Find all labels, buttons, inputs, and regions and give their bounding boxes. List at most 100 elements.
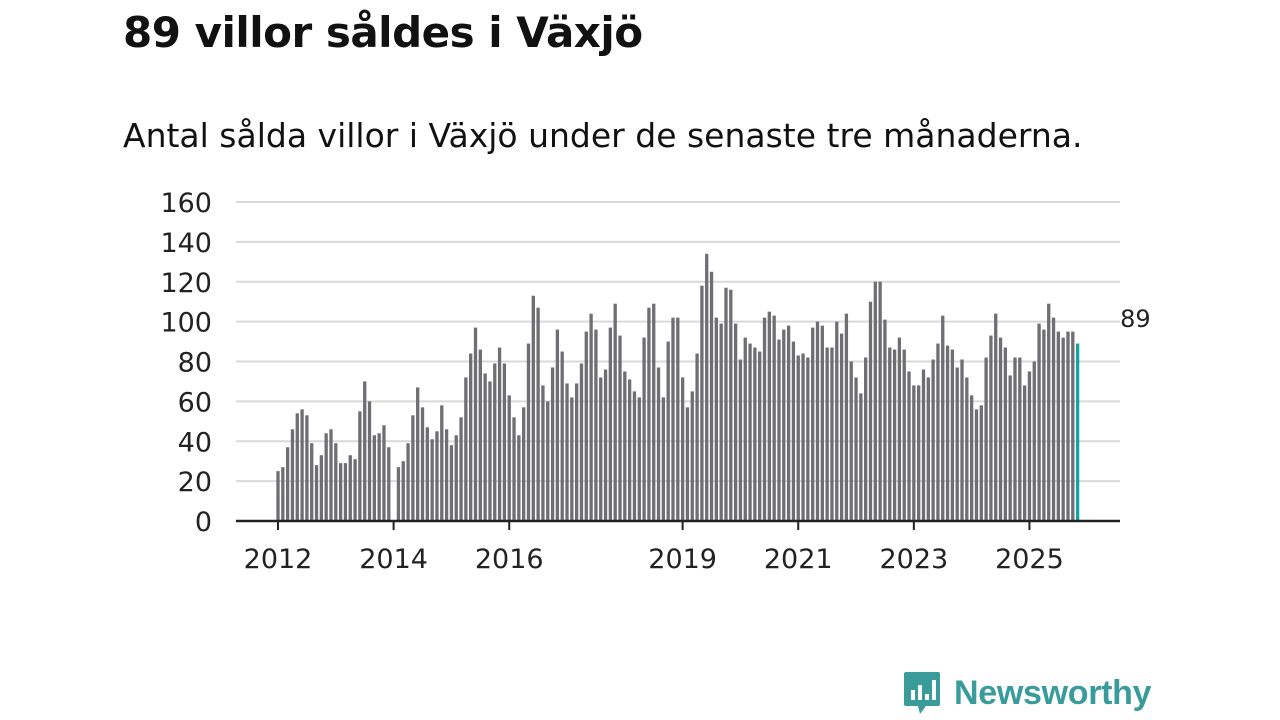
bar bbox=[859, 393, 863, 521]
y-tick-label: 160 bbox=[160, 188, 212, 219]
bar-latest bbox=[1075, 343, 1080, 521]
bar bbox=[950, 349, 955, 521]
bar bbox=[994, 313, 998, 521]
bar bbox=[642, 337, 646, 521]
bar bbox=[941, 315, 945, 521]
bar bbox=[372, 435, 376, 521]
bar bbox=[570, 397, 574, 521]
bar bbox=[618, 335, 622, 521]
bar bbox=[363, 381, 367, 521]
y-tick-label: 40 bbox=[178, 427, 212, 458]
bar bbox=[921, 369, 926, 521]
bar bbox=[772, 315, 776, 521]
bar bbox=[753, 347, 757, 521]
bar bbox=[324, 433, 328, 521]
x-tick-label: 2023 bbox=[879, 544, 948, 575]
bar bbox=[517, 435, 521, 521]
bar bbox=[1018, 357, 1022, 521]
bar bbox=[815, 321, 820, 522]
bar bbox=[599, 377, 603, 521]
bar bbox=[416, 387, 420, 521]
bar bbox=[560, 351, 564, 521]
bar bbox=[970, 395, 974, 521]
bar bbox=[777, 339, 781, 521]
bar bbox=[724, 287, 728, 521]
last-value-label: 89 bbox=[1120, 305, 1151, 333]
bar bbox=[868, 301, 873, 521]
bar bbox=[758, 351, 762, 521]
x-tick-label: 2016 bbox=[475, 544, 544, 575]
bar bbox=[700, 285, 704, 521]
bar bbox=[767, 311, 771, 521]
bar bbox=[444, 429, 449, 521]
bar bbox=[310, 443, 314, 521]
bar bbox=[565, 383, 569, 521]
bar bbox=[1056, 331, 1060, 521]
bar bbox=[685, 407, 690, 521]
bar bbox=[1013, 357, 1017, 521]
y-tick-label: 140 bbox=[160, 228, 212, 259]
bar bbox=[459, 417, 463, 521]
bar bbox=[281, 467, 285, 521]
bar bbox=[796, 355, 800, 521]
bar bbox=[820, 325, 824, 521]
bar bbox=[367, 401, 372, 522]
bar bbox=[473, 327, 478, 521]
bar bbox=[411, 415, 415, 521]
bar bbox=[454, 435, 458, 521]
bar bbox=[729, 289, 733, 521]
bar bbox=[290, 429, 295, 521]
bar bbox=[733, 323, 738, 521]
bar bbox=[979, 405, 983, 521]
bar bbox=[488, 381, 492, 521]
x-axis: 2012 2014 2016 2019 2021 2023 2025 bbox=[236, 519, 1120, 575]
bar bbox=[917, 385, 921, 521]
bar bbox=[714, 317, 718, 521]
bar bbox=[926, 377, 930, 521]
bar bbox=[305, 415, 309, 521]
bar bbox=[960, 359, 964, 521]
bar bbox=[555, 329, 560, 521]
bar bbox=[1071, 331, 1075, 521]
y-tick-label: 100 bbox=[160, 308, 212, 339]
bar bbox=[835, 321, 839, 522]
x-tick-label: 2014 bbox=[359, 544, 428, 575]
bar bbox=[762, 317, 767, 521]
bar bbox=[343, 463, 348, 521]
bar bbox=[661, 397, 666, 521]
y-axis-ticks: 0 20 40 60 80 100 120 140 160 bbox=[160, 188, 212, 538]
bar bbox=[652, 303, 656, 521]
bar bbox=[791, 341, 796, 521]
bar bbox=[849, 361, 853, 521]
y-tick-label: 0 bbox=[195, 507, 212, 538]
bar bbox=[314, 465, 319, 521]
bar bbox=[888, 347, 892, 521]
bar bbox=[425, 427, 429, 521]
bar bbox=[594, 329, 598, 521]
bar bbox=[1022, 385, 1027, 521]
bar bbox=[382, 425, 386, 521]
bar bbox=[469, 353, 473, 521]
x-tick-label: 2019 bbox=[648, 544, 717, 575]
bar bbox=[579, 363, 584, 521]
bar bbox=[782, 329, 786, 521]
bar bbox=[478, 349, 482, 521]
bar bbox=[522, 407, 526, 521]
bar bbox=[1008, 375, 1012, 521]
bar bbox=[1051, 317, 1056, 521]
bar bbox=[276, 471, 280, 521]
bar bbox=[526, 343, 531, 521]
bar bbox=[1037, 323, 1041, 521]
bar bbox=[1047, 303, 1051, 521]
bar bbox=[608, 327, 613, 521]
newsworthy-logo[interactable]: Newsworthy bbox=[902, 670, 1152, 716]
annotations: 89 bbox=[1120, 305, 1151, 333]
bar bbox=[1042, 329, 1046, 521]
bar bbox=[647, 307, 651, 521]
bar bbox=[1066, 331, 1070, 521]
bar bbox=[435, 431, 439, 521]
bar bbox=[743, 337, 747, 521]
bar bbox=[377, 433, 381, 521]
bar bbox=[623, 371, 627, 521]
bar bbox=[936, 343, 940, 521]
